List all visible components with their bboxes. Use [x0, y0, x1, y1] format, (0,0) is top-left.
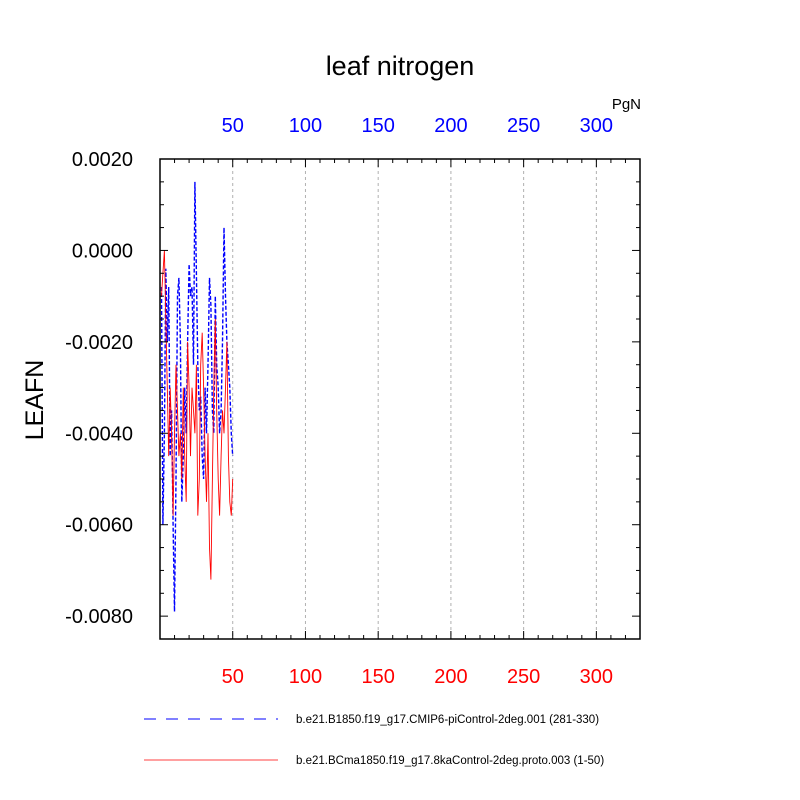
y-tick-label: -0.0020 — [65, 332, 133, 354]
x-tick-label-bottom: 200 — [434, 666, 467, 688]
x-tick-label-bottom: 250 — [507, 666, 540, 688]
x-tick-label-top: 200 — [434, 115, 467, 137]
plot-frame — [159, 158, 641, 640]
chart-title: leaf nitrogen — [326, 51, 475, 81]
y-tick-label: -0.0040 — [65, 423, 133, 445]
y-tick-label: 0.0020 — [72, 149, 133, 171]
series-line-1 — [161, 250, 234, 580]
x-tick-label-top: 100 — [289, 115, 322, 137]
y-tick-label: 0.0000 — [72, 240, 133, 262]
x-tick-label-top: 150 — [361, 115, 394, 137]
x-tick-label-top: 50 — [222, 115, 244, 137]
axis-ticks — [160, 159, 640, 639]
y-axis-label: LEAFN — [21, 360, 49, 441]
units-label: PgN — [612, 96, 641, 113]
tick-labels: 0.0020 0.0000 -0.0020 -0.0040 -0.0060 -0.0080… — [65, 115, 613, 688]
grid-lines — [232, 159, 597, 639]
x-tick-label-bottom: 100 — [289, 666, 322, 688]
x-tick-label-top: 250 — [507, 115, 540, 137]
legend-label-0: b.e21.B1850.f19_g17.CMIP6-piControl-2deg… — [296, 714, 599, 726]
legend: b.e21.B1850.f19_g17.CMIP6-piControl-2deg… — [144, 714, 604, 767]
x-tick-label-bottom: 50 — [222, 666, 244, 688]
y-tick-label: -0.0060 — [65, 515, 133, 537]
x-tick-label-top: 300 — [580, 115, 613, 137]
x-tick-label-bottom: 150 — [361, 666, 394, 688]
series-layer — [160, 181, 234, 612]
legend-label-1: b.e21.BCma1850.f19_g17.8kaControl-2deg.p… — [296, 755, 604, 767]
y-tick-label: -0.0080 — [65, 606, 133, 628]
x-tick-label-bottom: 300 — [580, 666, 613, 688]
